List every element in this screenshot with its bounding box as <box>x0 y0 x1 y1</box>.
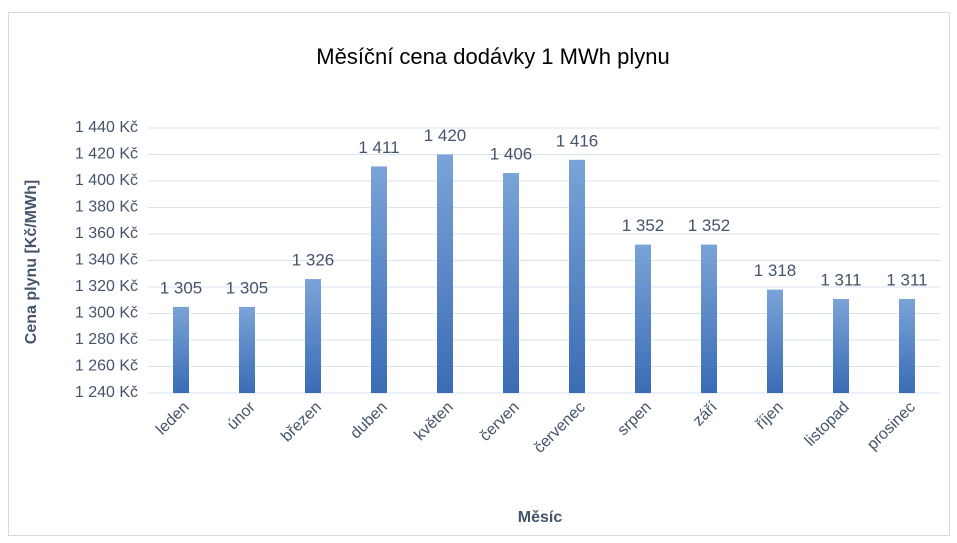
chart-title: Měsíční cena dodávky 1 MWh plynu <box>316 44 669 69</box>
y-tick-label: 1 400 Kč <box>75 172 138 189</box>
bar <box>371 166 387 393</box>
data-label: 1 305 <box>226 278 269 297</box>
data-label: 1 406 <box>490 145 533 164</box>
chart-border <box>8 12 950 536</box>
y-tick-label: 1 360 Kč <box>75 225 138 242</box>
data-label: 1 416 <box>556 131 599 150</box>
bar <box>833 298 849 393</box>
bar <box>635 244 651 393</box>
data-label: 1 420 <box>424 126 467 145</box>
data-label: 1 305 <box>160 278 203 297</box>
bar <box>437 154 453 393</box>
bar <box>305 279 321 393</box>
y-tick-label: 1 440 Kč <box>75 119 138 136</box>
bar <box>767 289 783 393</box>
y-tick-label: 1 380 Kč <box>75 199 138 216</box>
y-tick-label: 1 340 Kč <box>75 252 138 269</box>
bar <box>899 298 915 393</box>
data-label: 1 352 <box>688 216 731 235</box>
y-tick-label: 1 300 Kč <box>75 305 138 322</box>
bar <box>701 244 717 393</box>
y-tick-label: 1 280 Kč <box>75 331 138 348</box>
data-label: 1 311 <box>820 270 861 289</box>
data-label: 1 326 <box>292 251 335 270</box>
y-tick-label: 1 320 Kč <box>75 278 138 295</box>
y-axis-label: Cena plynu [Kč/MWh] <box>23 180 40 344</box>
y-tick-label: 1 420 Kč <box>75 146 138 163</box>
data-label: 1 318 <box>754 261 797 280</box>
x-axis-label: Měsíc <box>518 509 563 526</box>
bar <box>173 306 189 393</box>
bar <box>503 173 519 393</box>
data-label: 1 352 <box>622 216 665 235</box>
y-tick-label: 1 260 Kč <box>75 358 138 375</box>
y-tick-label: 1 240 Kč <box>75 384 138 401</box>
bar <box>239 306 255 393</box>
data-label: 1 311 <box>886 270 927 289</box>
bar <box>569 159 585 393</box>
data-label: 1 411 <box>358 138 399 157</box>
